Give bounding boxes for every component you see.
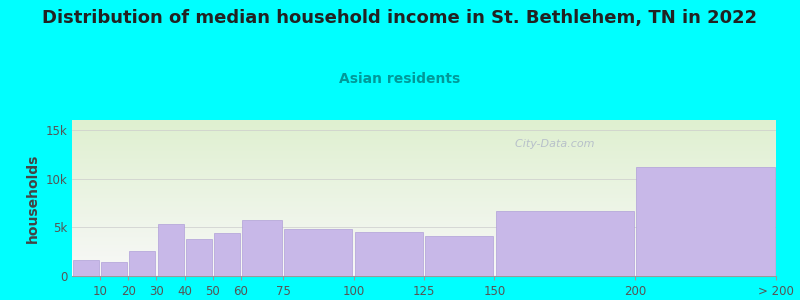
Bar <box>186 239 212 276</box>
Bar <box>636 167 775 276</box>
Bar <box>130 251 155 276</box>
Bar <box>425 236 494 276</box>
Bar <box>242 220 282 276</box>
Bar <box>495 211 634 276</box>
Bar <box>214 233 240 276</box>
Text: Asian residents: Asian residents <box>339 72 461 86</box>
Text: City-Data.com: City-Data.com <box>509 139 595 149</box>
Y-axis label: households: households <box>26 153 40 243</box>
Bar <box>354 232 423 276</box>
Bar <box>73 260 99 276</box>
Bar <box>158 224 183 276</box>
Text: Distribution of median household income in St. Bethlehem, TN in 2022: Distribution of median household income … <box>42 9 758 27</box>
Bar <box>102 262 127 276</box>
Bar <box>284 229 353 276</box>
